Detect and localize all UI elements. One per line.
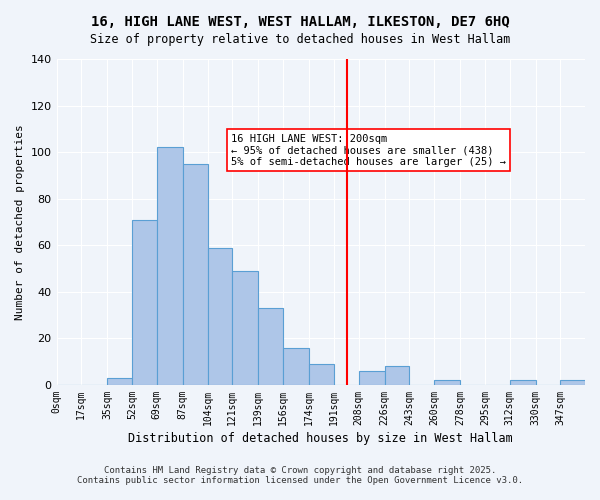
- Bar: [183, 164, 208, 385]
- Bar: [283, 348, 309, 385]
- Bar: [132, 220, 157, 385]
- Bar: [385, 366, 409, 385]
- Text: Contains HM Land Registry data © Crown copyright and database right 2025.
Contai: Contains HM Land Registry data © Crown c…: [77, 466, 523, 485]
- Text: Size of property relative to detached houses in West Hallam: Size of property relative to detached ho…: [90, 32, 510, 46]
- Bar: [107, 378, 132, 385]
- X-axis label: Distribution of detached houses by size in West Hallam: Distribution of detached houses by size …: [128, 432, 513, 445]
- Bar: [157, 148, 183, 385]
- Bar: [259, 308, 283, 385]
- Bar: [359, 371, 385, 385]
- Text: 16, HIGH LANE WEST, WEST HALLAM, ILKESTON, DE7 6HQ: 16, HIGH LANE WEST, WEST HALLAM, ILKESTO…: [91, 15, 509, 29]
- Bar: [232, 271, 259, 385]
- Bar: [309, 364, 334, 385]
- Y-axis label: Number of detached properties: Number of detached properties: [15, 124, 25, 320]
- Bar: [509, 380, 536, 385]
- Bar: [560, 380, 585, 385]
- Bar: [208, 248, 232, 385]
- Bar: [434, 380, 460, 385]
- Text: 16 HIGH LANE WEST: 200sqm
← 95% of detached houses are smaller (438)
5% of semi-: 16 HIGH LANE WEST: 200sqm ← 95% of detac…: [231, 134, 506, 166]
